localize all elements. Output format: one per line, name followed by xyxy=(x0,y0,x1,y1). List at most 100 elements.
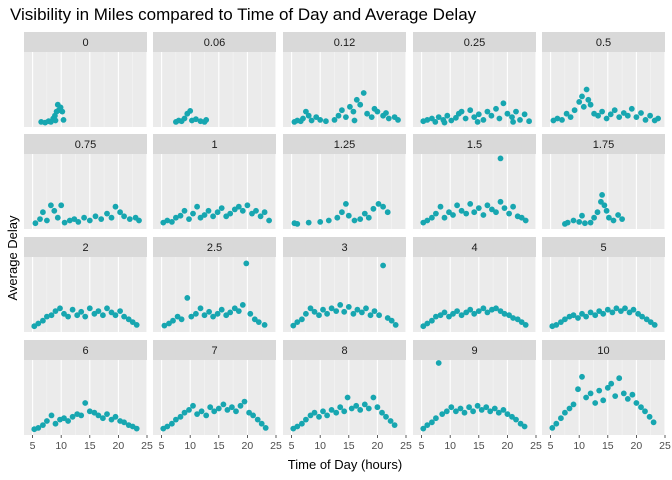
data-point xyxy=(454,308,460,314)
data-point xyxy=(601,202,608,209)
data-point xyxy=(437,203,444,210)
data-point xyxy=(86,408,93,415)
data-point xyxy=(630,306,637,313)
data-point xyxy=(471,209,478,216)
data-point xyxy=(462,115,469,122)
data-point xyxy=(74,312,81,319)
data-point xyxy=(198,408,205,415)
data-point xyxy=(92,213,99,220)
data-point xyxy=(227,210,234,217)
data-point xyxy=(591,214,597,221)
data-point xyxy=(433,210,439,217)
data-point xyxy=(612,393,619,399)
data-point xyxy=(391,422,398,428)
facet-strip xyxy=(24,32,147,52)
data-point xyxy=(559,117,565,123)
data-point xyxy=(570,401,577,408)
data-point xyxy=(190,402,196,409)
data-point xyxy=(606,214,612,221)
data-point xyxy=(517,117,523,123)
data-point xyxy=(345,212,352,219)
data-point xyxy=(81,214,87,221)
x-tick-label: 15 xyxy=(473,440,485,452)
data-point xyxy=(570,217,577,224)
x-tick-label: 20 xyxy=(372,440,384,452)
facet-panel: 4 xyxy=(413,237,537,332)
data-point xyxy=(444,112,451,119)
data-point xyxy=(562,316,568,323)
data-point xyxy=(311,308,318,315)
data-point xyxy=(624,396,631,402)
facet-panel: 1 xyxy=(153,134,277,229)
data-point xyxy=(583,394,589,401)
data-point xyxy=(587,390,594,397)
data-point xyxy=(582,220,588,227)
data-point xyxy=(351,117,358,124)
x-tick-label: 25 xyxy=(659,440,671,452)
data-point xyxy=(567,114,574,120)
data-point xyxy=(504,110,511,117)
data-point xyxy=(639,313,645,320)
data-point xyxy=(361,401,368,408)
data-point xyxy=(207,404,214,411)
data-point xyxy=(603,207,610,214)
facet-strip xyxy=(283,340,406,360)
facet-strip-label: 1.5 xyxy=(467,139,482,151)
data-point xyxy=(651,322,658,328)
facet-strip-label: 1 xyxy=(211,139,217,151)
facet-strip xyxy=(153,32,276,52)
data-point xyxy=(173,214,179,221)
data-point xyxy=(594,209,601,216)
data-point xyxy=(59,108,66,115)
data-point xyxy=(604,306,611,313)
data-point xyxy=(359,309,365,316)
data-point xyxy=(100,312,106,319)
data-point xyxy=(371,308,378,314)
data-point xyxy=(244,202,251,209)
facet-strip-label: 0.5 xyxy=(596,37,611,49)
data-point xyxy=(341,308,348,315)
data-point xyxy=(509,114,515,120)
data-point xyxy=(570,312,577,319)
data-point xyxy=(354,306,361,313)
data-point xyxy=(201,312,208,319)
data-point xyxy=(339,209,345,216)
facet-strip-label: 0.25 xyxy=(464,37,485,49)
facet-panel: 0.75 xyxy=(24,134,148,229)
data-point xyxy=(227,309,234,316)
data-point xyxy=(303,310,309,317)
data-point xyxy=(95,308,102,314)
data-point xyxy=(429,214,435,221)
data-point xyxy=(133,425,140,432)
data-point xyxy=(243,260,250,267)
data-point xyxy=(595,112,601,119)
data-point xyxy=(633,400,640,406)
data-point xyxy=(205,207,212,214)
data-point xyxy=(305,112,312,119)
data-point xyxy=(365,405,372,412)
data-point xyxy=(453,114,459,121)
data-point xyxy=(78,412,85,419)
data-point xyxy=(117,308,123,314)
data-point xyxy=(210,313,217,320)
data-point xyxy=(320,306,326,313)
data-point xyxy=(40,209,46,216)
facet-strip xyxy=(542,134,665,154)
data-point xyxy=(52,308,59,314)
data-point xyxy=(583,86,590,93)
data-point xyxy=(193,116,199,123)
data-point xyxy=(563,110,570,117)
data-point xyxy=(467,306,474,313)
data-point xyxy=(126,216,133,223)
facet-strip-label: 0.12 xyxy=(334,37,355,49)
data-point xyxy=(374,404,381,411)
data-point xyxy=(368,114,375,120)
data-point xyxy=(575,315,581,321)
data-point xyxy=(513,416,519,423)
facet-panel: 0.06 xyxy=(153,32,277,127)
data-point xyxy=(181,207,188,214)
facet-panel: 0.5 xyxy=(542,32,666,127)
data-point xyxy=(497,198,504,205)
data-point xyxy=(363,305,369,312)
